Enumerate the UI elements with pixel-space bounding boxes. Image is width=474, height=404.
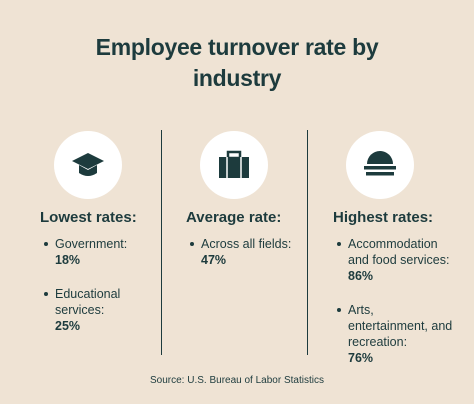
item-label: Government: [55,237,128,251]
column: Lowest rates: Government: 18% Educational s… [40,209,137,352]
item-value: 86% [348,269,374,283]
column: Highest rates: Accommodation and food ser… [333,209,453,384]
column-heading: Lowest rates: [40,209,137,226]
hard-hat-icon [346,131,414,199]
list-item: Arts, entertainment, and recreation: 76% [337,302,453,366]
column-heading: Average rate: [186,209,282,226]
column: Average rate: Across all fields: 47% [186,209,298,286]
list-item: Government: 18% [44,236,132,268]
item-label: Accommodation and food services: [348,237,450,267]
item-list: Government: 18% Educational services: 25% [40,236,132,334]
item-value: 18% [55,253,81,267]
list-item: Educational services: 25% [44,286,132,334]
item-value: 25% [55,319,81,333]
divider [307,130,308,355]
item-value: 47% [201,253,227,267]
title: Employee turnover rate by industry [95,34,379,91]
briefcase-icon [200,131,268,199]
graduation-icon [54,131,122,199]
item-value: 76% [348,351,374,365]
list-item: Accommodation and food services: 86% [337,236,453,284]
item-label: Arts, entertainment, and recreation: [348,303,453,349]
column-heading: Highest rates: [333,209,434,226]
item-label: Educational services: [55,287,121,317]
item-label: Across all fields: [201,237,292,251]
divider [161,130,162,355]
source: Source: U.S. Bureau of Labor Statistics [150,375,324,386]
list-item: Across all fields: 47% [190,236,298,268]
item-list: Across all fields: 47% [186,236,298,268]
item-list: Accommodation and food services: 86% Arts,… [333,236,453,366]
